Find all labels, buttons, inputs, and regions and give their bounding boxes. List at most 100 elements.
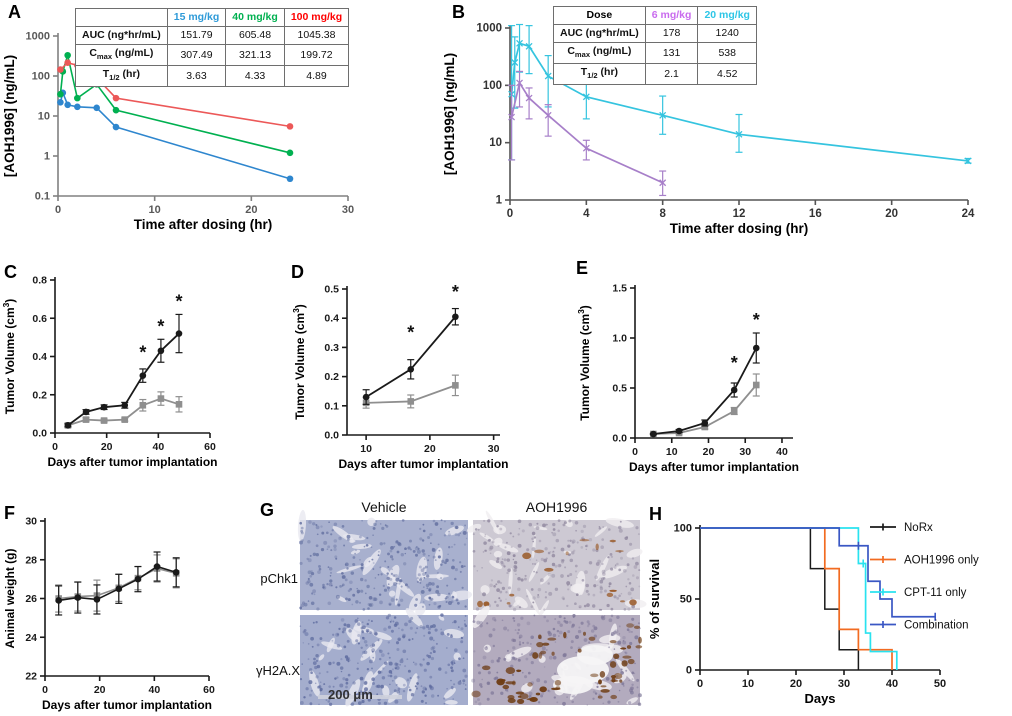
svg-text:1000: 1000: [26, 31, 50, 43]
table-cell: 178: [644, 24, 699, 43]
svg-text:0.5: 0.5: [324, 284, 339, 296]
svg-text:Animal weight (g): Animal weight (g): [3, 549, 17, 649]
svg-text:1000: 1000: [476, 23, 502, 35]
svg-text:0: 0: [507, 208, 513, 220]
table-cell: T1/2 (hr): [553, 63, 646, 86]
svg-text:0.2: 0.2: [32, 389, 47, 401]
histology-row-label-gh2ax: γH2A.X: [256, 663, 301, 678]
svg-text:8: 8: [659, 208, 666, 220]
table-cell: 2.1: [644, 63, 699, 86]
svg-text:0.0: 0.0: [32, 428, 47, 440]
svg-text:10: 10: [489, 137, 502, 149]
chart-e-tumor-volume-plot: 0 10 20 30 40 0.0 0.5 1.0 1.5 Days after tumor im…: [576, 283, 799, 475]
table-cell: Cmax (ng/mL): [553, 41, 646, 65]
table-header-cell: 6 mg/kg: [644, 6, 699, 25]
table-cell: 321.13: [225, 43, 285, 67]
svg-text:20: 20: [703, 446, 715, 458]
svg-text:50: 50: [934, 678, 946, 690]
histology-image-aoh1996-gh2ax: [471, 605, 643, 706]
svg-text:AOH1996 only: AOH1996 only: [904, 555, 979, 567]
svg-text:1.0: 1.0: [612, 333, 627, 345]
table-cell: 307.49: [166, 43, 227, 67]
pk-table-a: 15 mg/kg 40 mg/kg 100 mg/kg AUC (ng*hr/mL) 1…: [75, 8, 350, 88]
svg-text:10: 10: [38, 111, 50, 123]
svg-text:40: 40: [148, 684, 160, 696]
svg-text:*: *: [139, 342, 146, 362]
svg-text:[AOH1996] (ng/mL): [AOH1996] (ng/mL): [2, 55, 17, 177]
svg-text:0.4: 0.4: [324, 313, 339, 325]
svg-text:60: 60: [204, 441, 216, 453]
svg-text:*: *: [407, 323, 414, 343]
svg-text:Tumor Volume (cm3): Tumor Volume (cm3): [1, 299, 17, 415]
svg-text:30: 30: [838, 678, 850, 690]
panel-b-label: B: [452, 2, 465, 22]
svg-text:0: 0: [42, 684, 48, 696]
histology-image-aoh1996-pchk1: [467, 510, 647, 618]
panel-a: 0 10 20 30 0.1 1 10 100 1000 Time after dosing (h…: [0, 0, 440, 252]
table-header-cell: 40 mg/kg: [225, 8, 285, 27]
svg-text:30: 30: [488, 443, 500, 455]
svg-text:Combination: Combination: [904, 620, 969, 632]
svg-text:40: 40: [776, 446, 788, 458]
scale-bar-label: 200 μm: [328, 687, 373, 702]
svg-text:0.6: 0.6: [32, 313, 47, 325]
table-cell: 1045.38: [283, 26, 350, 45]
svg-text:0: 0: [52, 441, 58, 453]
svg-text:0: 0: [686, 665, 692, 677]
svg-text:100: 100: [674, 523, 692, 535]
svg-text:60: 60: [203, 684, 215, 696]
svg-text:*: *: [753, 310, 760, 330]
svg-text:Time after dosing (hr): Time after dosing (hr): [134, 217, 273, 232]
svg-text:10: 10: [666, 446, 678, 458]
svg-text:22: 22: [25, 671, 37, 683]
svg-text:*: *: [175, 292, 182, 312]
svg-text:*: *: [731, 353, 738, 373]
table-header-cell: 20 mg/kg: [697, 6, 757, 25]
table-cell: 199.72: [283, 43, 350, 67]
svg-text:100: 100: [32, 71, 50, 83]
svg-text:20: 20: [424, 443, 436, 455]
svg-text:0: 0: [55, 204, 61, 216]
table-cell: 4.52: [697, 63, 757, 86]
table-cell: 1240: [697, 24, 757, 43]
chart-a-pk-plot: 0 10 20 30 0.1 1 10 100 1000 Time after dosing (h…: [2, 31, 354, 233]
panel-f-label: F: [4, 503, 15, 523]
svg-text:16: 16: [809, 208, 822, 220]
svg-text:10: 10: [149, 204, 161, 216]
panel-f: 0 20 40 60 22 24 26 28 30 Days after tumor implan…: [0, 495, 265, 716]
panel-h-label: H: [649, 504, 662, 524]
svg-text:28: 28: [25, 554, 37, 566]
table-header-cell: [75, 8, 168, 27]
table-cell: AUC (ng*hr/mL): [553, 24, 646, 43]
pk-parameters-table: Dose 6 mg/kg 20 mg/kg AUC (ng*hr/mL) 178 1240…: [553, 6, 757, 86]
svg-text:Tumor Volume (cm3): Tumor Volume (cm3): [291, 304, 307, 420]
svg-text:0.3: 0.3: [324, 342, 339, 354]
svg-text:10: 10: [742, 678, 754, 690]
svg-text:0: 0: [632, 446, 638, 458]
table-cell: 131: [644, 41, 699, 65]
table-header-cell: Dose: [553, 6, 646, 25]
panel-a-label: A: [8, 2, 21, 22]
panel-h: 0 10 20 30 40 50 0 50 100 Days % of survival NoRx AO…: [645, 495, 1012, 716]
svg-text:NoRx: NoRx: [904, 522, 933, 534]
svg-text:CPT-11 only: CPT-11 only: [904, 587, 967, 599]
table-header-cell: 15 mg/kg: [166, 8, 227, 27]
svg-text:*: *: [157, 317, 164, 337]
svg-text:1.5: 1.5: [612, 283, 627, 295]
histology-column-label-vehicle: Vehicle: [361, 499, 407, 515]
chart-f-animal-weight-plot: 0 20 40 60 22 24 26 28 30 Days after tumor implan…: [3, 516, 215, 713]
svg-text:0.8: 0.8: [32, 275, 47, 287]
svg-text:10: 10: [360, 443, 372, 455]
panel-g-label: G: [260, 500, 275, 520]
svg-text:30: 30: [25, 516, 37, 528]
svg-text:1: 1: [496, 195, 503, 207]
panel-e: 0 10 20 30 40 0.0 0.5 1.0 1.5 Days after tumor im…: [575, 255, 885, 493]
svg-text:100: 100: [483, 80, 502, 92]
table-header-cell: 100 mg/kg: [283, 8, 350, 27]
panel-d-label: D: [291, 262, 304, 282]
svg-text:% of survival: % of survival: [647, 559, 662, 639]
svg-text:0.4: 0.4: [32, 351, 47, 363]
svg-text:[AOH1996] (ng/mL): [AOH1996] (ng/mL): [442, 53, 457, 175]
svg-text:20: 20: [101, 441, 113, 453]
